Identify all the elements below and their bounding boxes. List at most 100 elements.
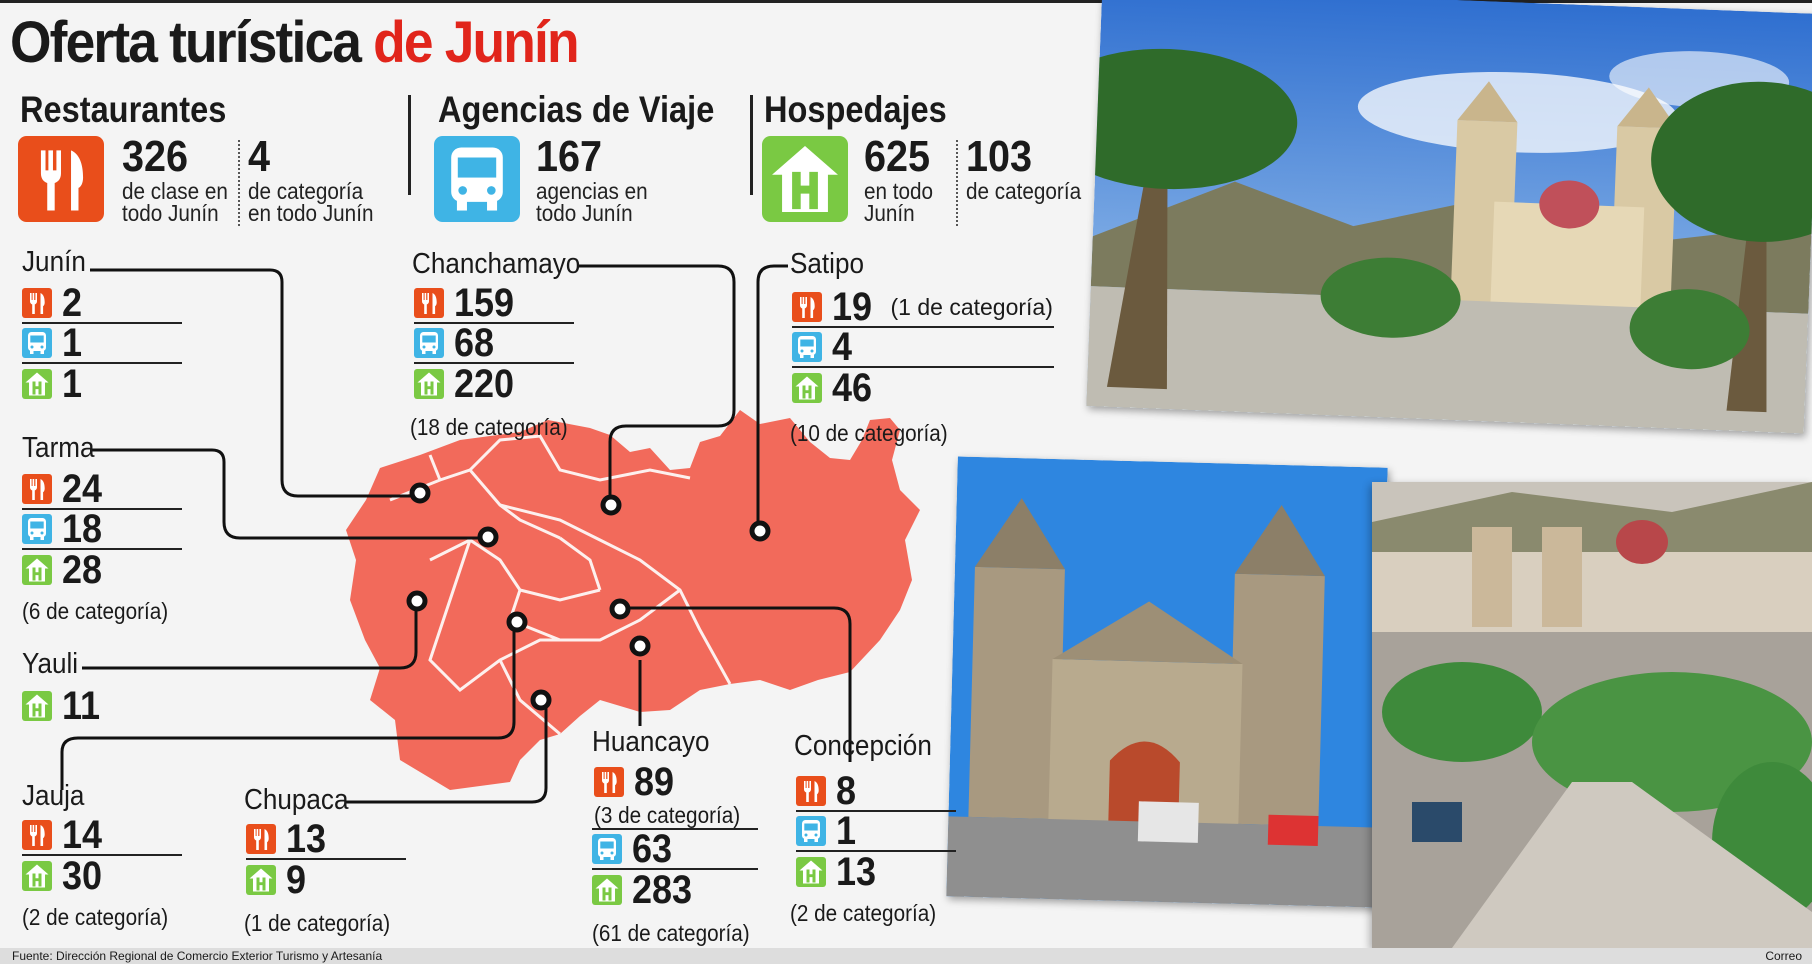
province-junin-name: Junín: [22, 246, 86, 278]
lodging-category-note: (18 de categoría): [410, 414, 568, 440]
lodging-count: 46: [832, 366, 873, 410]
restaurants-category-label-2: en todo Junín: [248, 200, 374, 226]
bus-icon: [792, 332, 822, 362]
hotel-h-icon: [22, 555, 52, 585]
restaurants-count: 159: [454, 281, 515, 325]
agencies-count: 1: [836, 809, 857, 853]
lodging-count: 30: [62, 854, 103, 898]
restaurants-total-label-2: todo Junín: [122, 200, 219, 226]
province-yauli-name: Yauli: [22, 648, 79, 680]
agencies-count: 18: [62, 507, 103, 551]
hotel-h-icon: [414, 369, 444, 399]
restaurants-total-label-1: de clase en: [122, 178, 228, 204]
lodging-count: 11: [62, 684, 101, 728]
province-jauja-name: Jauja: [22, 780, 85, 812]
province-huancayo-name: Huancayo: [592, 726, 710, 758]
province-huancayo-stats-2: 63 283: [592, 828, 758, 910]
lodging-count: 9: [286, 858, 307, 902]
fork-knife-icon: [22, 288, 52, 318]
restaurants-category-note: (3 de categoría): [594, 802, 741, 828]
fork-knife-icon: [246, 824, 276, 854]
province-chupaca-name: Chupaca: [244, 784, 349, 816]
lodging-category-count: 103: [966, 132, 1033, 181]
lodging-category-label: de categoría: [966, 178, 1082, 204]
stat-row: 13: [796, 852, 956, 892]
stat-row: 159: [414, 281, 574, 325]
lodging-total: 625: [864, 132, 931, 181]
title-accent: de Junín: [373, 10, 580, 75]
photo-huancayo-plaza: [1372, 482, 1812, 948]
publisher-credit: Correo: [1765, 949, 1802, 963]
bus-icon: [414, 328, 444, 358]
province-satipo-name: Satipo: [790, 248, 865, 280]
hotel-h-icon: [796, 857, 826, 887]
lodging-category-note: (61 de categoría): [592, 920, 750, 946]
lodging-total-label-2: Junín: [864, 200, 915, 226]
dotted-divider: [238, 140, 240, 226]
lodging-category-note: (2 de categoría): [22, 904, 169, 930]
province-yauli-stats: 11: [22, 686, 182, 726]
agencies-total: 167: [536, 132, 603, 181]
bus-icon: [592, 834, 622, 864]
stat-row: 18: [22, 507, 182, 551]
lodging-heading: Hospedajes: [764, 89, 947, 130]
province-huancayo-stats: 89: [594, 762, 756, 802]
province-chupaca-stats: 13 9: [246, 817, 406, 900]
restaurants-category-note: (1 de categoría): [890, 294, 1053, 320]
agencies-total-label-1: agencias en: [536, 178, 648, 204]
fork-knife-icon: [594, 767, 624, 797]
restaurants-heading: Restaurantes: [20, 89, 227, 130]
stat-row: 2: [22, 281, 182, 325]
page-title: Oferta turística de Junín: [10, 10, 580, 75]
stat-row: 1: [22, 321, 182, 365]
stat-row: 9: [246, 860, 406, 900]
stat-row: 30: [22, 856, 182, 896]
hotel-h-icon: [22, 861, 52, 891]
stat-row: 68: [414, 323, 574, 364]
hotel-h-icon: [246, 865, 276, 895]
hotel-h-icon: [22, 369, 52, 399]
stat-row: 63: [592, 829, 758, 870]
province-tarma-stats: 24 18 28: [22, 469, 182, 590]
divider: [408, 95, 411, 195]
leader-lines: [60, 264, 852, 804]
province-jauja-stats: 14 30: [22, 815, 182, 896]
agencies-count: 1: [62, 321, 83, 365]
restaurants-total: 326: [122, 132, 189, 181]
province-junin-stats: 2 1 1: [22, 281, 182, 404]
dotted-divider: [956, 140, 958, 226]
restaurants-count: 13: [286, 817, 327, 861]
province-borders: [389, 434, 732, 736]
agencies-total-label-2: todo Junín: [536, 200, 633, 226]
province-concepcion-stats: 8 1 13: [796, 771, 956, 892]
fork-knife-icon: [796, 776, 826, 806]
divider: [750, 95, 753, 195]
city-markers: [406, 482, 771, 711]
stat-row: 13: [246, 817, 406, 861]
stat-row: 14: [22, 815, 182, 856]
lodging-category-note: (2 de categoría): [790, 900, 937, 926]
stat-row: 8: [796, 771, 956, 812]
stat-row: 89: [594, 762, 756, 802]
stat-row: 1: [22, 364, 182, 404]
map-region: [346, 410, 920, 790]
fork-knife-icon: [414, 288, 444, 318]
stat-row: 28: [22, 550, 182, 590]
province-satipo-stats: 19 (1 de categoría) 4 46: [792, 285, 1054, 408]
province-chanchamayo-name: Chanchamayo: [412, 248, 581, 280]
stat-row: 283: [592, 870, 758, 910]
hotel-h-icon: [792, 373, 822, 403]
fork-knife-icon: [22, 474, 52, 504]
bus-icon: [22, 328, 52, 358]
restaurants-count: 2: [62, 281, 83, 325]
top-rule: [0, 0, 1812, 3]
restaurants-count: 19: [832, 285, 873, 329]
agencies-heading: Agencias de Viaje: [438, 89, 715, 130]
stat-row: 1: [796, 809, 956, 853]
stat-row: 220: [414, 364, 574, 404]
stat-row: 46: [792, 368, 1054, 408]
restaurants-category-count: 4: [248, 132, 271, 181]
photo-tarma-plaza: [1086, 0, 1812, 434]
lodging-count: 13: [836, 850, 877, 894]
stat-row: 4: [792, 327, 1054, 368]
